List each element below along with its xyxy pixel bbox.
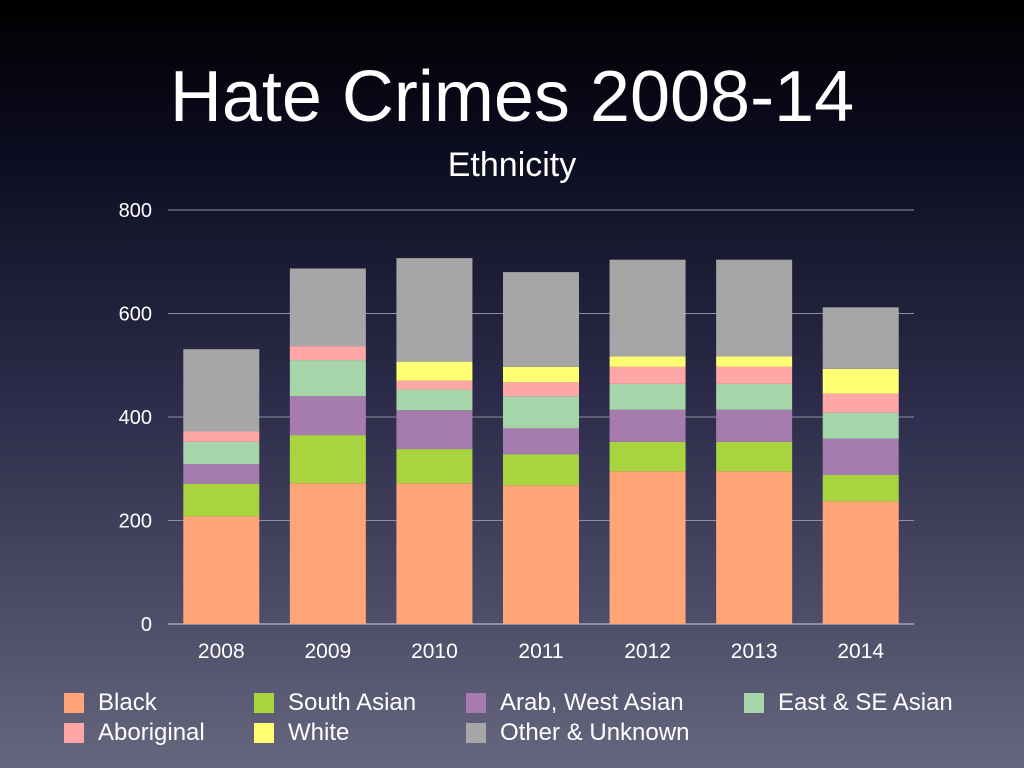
bar-segment-south-asian-2008 (183, 483, 260, 517)
bar-segment-east-se-asian-2009 (289, 360, 366, 397)
bar-segment-black-2008 (183, 516, 260, 624)
x-tick-label: 2010 (411, 640, 458, 663)
bar-segment-white-2012 (609, 356, 686, 367)
bar-segment-white-2010 (396, 361, 473, 381)
bar-segment-other-unknown-2012 (609, 259, 686, 357)
bar-segment-other-unknown-2009 (289, 268, 366, 347)
legend-item-black: Black (64, 688, 157, 718)
slide-title: Hate Crimes 2008-14 (169, 57, 855, 137)
bar-segment-other-unknown-2014 (822, 307, 899, 369)
legend-swatch (64, 723, 84, 743)
bar-segment-white-2011 (503, 366, 579, 383)
legend-label: Black (98, 689, 157, 716)
bar-segment-south-asian-2014 (822, 474, 899, 502)
bar-segment-south-asian-2012 (609, 441, 686, 472)
bar-segment-other-unknown-2010 (396, 258, 473, 362)
x-tick-label: 2014 (837, 640, 884, 663)
bar-segment-black-2013 (716, 471, 793, 624)
bar-segment-arab-west-asian-2010 (396, 410, 473, 450)
x-tick-label: 2011 (518, 640, 563, 663)
legend-item-east-se-asian: East & SE Asian (744, 688, 953, 718)
chart-legend: Black South Asian Arab, West Asian East & S… (64, 688, 1004, 752)
bar-segment-aboriginal-2011 (503, 382, 579, 397)
bar-segment-arab-west-asian-2013 (716, 409, 793, 442)
bar-segment-arab-west-asian-2008 (183, 464, 260, 484)
x-tick-label: 2008 (198, 640, 245, 663)
bar-segment-aboriginal-2008 (183, 431, 260, 442)
legend-swatch (466, 693, 486, 713)
bar-segment-white-2013 (716, 356, 793, 367)
legend-swatch (64, 693, 84, 713)
legend-item-other-unknown: Other & Unknown (466, 718, 689, 748)
bar-segment-south-asian-2010 (396, 449, 473, 484)
legend-label: East & SE Asian (778, 689, 953, 716)
legend-item-south-asian: South Asian (254, 688, 416, 718)
bar-segment-arab-west-asian-2012 (609, 409, 686, 442)
bar-segment-arab-west-asian-2014 (822, 438, 899, 475)
legend-item-aboriginal: Aboriginal (64, 718, 205, 748)
legend-label: White (288, 719, 350, 746)
bar-segment-black-2010 (396, 483, 473, 624)
x-tick-label: 2012 (624, 640, 671, 663)
y-tick-label: 200 (119, 511, 152, 533)
y-tick-label: 800 (119, 200, 152, 222)
bar-segment-other-unknown-2008 (183, 349, 260, 432)
bar-segment-white-2014 (822, 368, 899, 394)
bar-segment-south-asian-2009 (289, 435, 366, 484)
legend-swatch (466, 723, 486, 743)
bar-segment-east-se-asian-2012 (609, 383, 686, 410)
bar-segment-aboriginal-2013 (716, 366, 793, 384)
bar-segment-east-se-asian-2014 (822, 412, 899, 439)
bar-segment-aboriginal-2009 (289, 346, 366, 361)
bar-segment-south-asian-2013 (716, 441, 793, 472)
legend-swatch (254, 723, 274, 743)
x-tick-label: 2009 (304, 640, 351, 663)
bar-segment-east-se-asian-2010 (396, 389, 473, 411)
bar-segment-black-2011 (503, 485, 579, 624)
legend-label: Other & Unknown (500, 719, 690, 746)
bar-segment-other-unknown-2013 (716, 259, 793, 357)
bar-segment-aboriginal-2014 (822, 393, 899, 413)
bar-segment-other-unknown-2011 (503, 272, 579, 367)
legend-item-arab-west-asian: Arab, West Asian (466, 688, 684, 718)
y-tick-label: 600 (119, 304, 152, 326)
legend-label: Arab, West Asian (500, 689, 684, 716)
bar-segment-aboriginal-2010 (396, 380, 473, 390)
y-tick-label: 400 (119, 407, 152, 429)
bar-segment-east-se-asian-2011 (503, 396, 579, 429)
bar-segment-east-se-asian-2008 (183, 441, 260, 465)
bar-segment-east-se-asian-2013 (716, 383, 793, 410)
bar-segment-arab-west-asian-2009 (289, 396, 366, 436)
legend-label: Aboriginal (98, 719, 205, 746)
bar-segment-arab-west-asian-2011 (503, 428, 579, 455)
bar-segment-black-2014 (822, 501, 899, 624)
legend-item-white: White (254, 718, 349, 748)
y-tick-label: 0 (141, 614, 152, 636)
slide-subtitle: Ethnicity (447, 146, 577, 184)
legend-swatch (254, 693, 274, 713)
legend-swatch (744, 693, 764, 713)
bar-segment-south-asian-2011 (503, 454, 579, 486)
bar-segment-black-2009 (289, 483, 366, 624)
legend-label: South Asian (288, 689, 417, 716)
x-tick-label: 2013 (731, 640, 778, 663)
bar-segment-black-2012 (609, 471, 686, 624)
bar-segment-aboriginal-2012 (609, 366, 686, 384)
